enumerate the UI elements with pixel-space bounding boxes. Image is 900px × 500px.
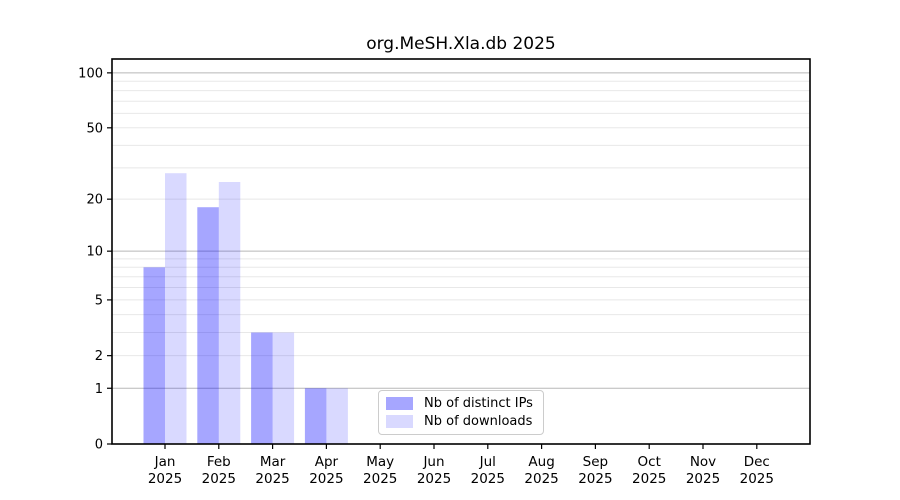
- y-tick-label: 5: [95, 293, 103, 308]
- bar-mar-downloads: [272, 332, 295, 444]
- bar-jan-distinct-ips: [143, 267, 165, 444]
- x-tick-label-year: 2025: [202, 471, 236, 487]
- chart-title: org.MeSH.Xla.db 2025: [366, 34, 556, 54]
- bar-feb-distinct-ips: [197, 207, 219, 444]
- x-tick-label-year: 2025: [471, 471, 505, 487]
- y-tick-label: 2: [95, 349, 103, 364]
- x-tick-label-month: Jul: [479, 454, 496, 470]
- y-tick-label: 1: [95, 382, 103, 397]
- x-tick-label-year: 2025: [578, 471, 612, 487]
- x-tick-label-month: Apr: [315, 454, 339, 470]
- y-tick-label: 50: [86, 121, 103, 136]
- x-tick-label-year: 2025: [309, 471, 343, 487]
- x-tick-label-month: Feb: [207, 454, 231, 470]
- x-tick-label-year: 2025: [363, 471, 397, 487]
- y-tick-label: 100: [78, 66, 103, 81]
- x-tick-label-year: 2025: [417, 471, 451, 487]
- legend-label-downloads: Nb of downloads: [424, 414, 533, 429]
- y-tick-label: 0: [95, 438, 103, 453]
- x-tick-label-year: 2025: [686, 471, 720, 487]
- x-tick-label-year: 2025: [632, 471, 666, 487]
- bar-apr-distinct-ips: [304, 388, 327, 444]
- x-tick-label-month: Aug: [528, 454, 554, 470]
- x-tick-label-month: Sep: [583, 454, 608, 470]
- chart-legend: Nb of distinct IPs Nb of downloads: [378, 390, 544, 435]
- x-tick-label-year: 2025: [148, 471, 182, 487]
- x-tick-label-month: Jun: [422, 454, 444, 470]
- x-tick-label-month: Jan: [154, 454, 176, 470]
- legend-item-downloads: Nb of downloads: [386, 414, 536, 429]
- bar-feb-downloads: [218, 181, 241, 445]
- x-tick-label-month: Nov: [690, 454, 716, 470]
- x-tick-label-month: Mar: [260, 454, 286, 470]
- bar-apr-downloads: [326, 388, 348, 444]
- x-tick-label-month: Dec: [744, 454, 770, 470]
- x-tick-label-year: 2025: [740, 471, 774, 487]
- x-tick-label-month: May: [366, 454, 394, 470]
- x-tick-label-month: Oct: [638, 454, 661, 470]
- legend-label-distinct-ips: Nb of distinct IPs: [424, 396, 533, 411]
- bar-mar-distinct-ips: [251, 332, 273, 444]
- x-tick-label-year: 2025: [255, 471, 289, 487]
- legend-swatch-distinct-ips: [386, 397, 413, 410]
- x-tick-label-year: 2025: [524, 471, 558, 487]
- y-tick-label: 10: [86, 245, 103, 260]
- legend-swatch-downloads: [386, 415, 413, 428]
- bar-jan-downloads: [165, 173, 187, 444]
- legend-item-distinct-ips: Nb of distinct IPs: [386, 396, 536, 411]
- y-tick-label: 20: [86, 193, 103, 208]
